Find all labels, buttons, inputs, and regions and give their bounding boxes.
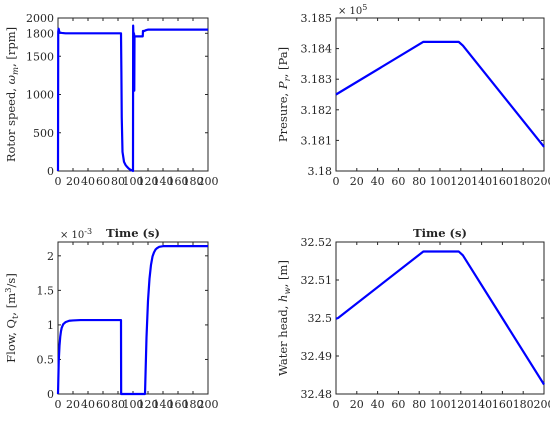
x-axis-title: Time (s) xyxy=(413,226,467,240)
x-tick-label: 180 xyxy=(513,398,534,411)
x-axis-title: Time (s) xyxy=(106,226,160,240)
axis-exponent-label: × 10-3 xyxy=(60,227,92,241)
y-tick-label: 32.52 xyxy=(301,236,333,249)
x-tick-label: 0 xyxy=(333,398,340,411)
x-tick-label: 100 xyxy=(430,175,451,188)
y-axis-title: Flow, Qt, [m3/s] xyxy=(4,273,21,363)
y-tick-label: 3.182 xyxy=(301,104,333,117)
x-tick-label: 140 xyxy=(471,398,492,411)
series-line xyxy=(56,245,208,396)
x-tick-label: 120 xyxy=(450,175,471,188)
series-line xyxy=(56,24,208,173)
x-tick-label: 40 xyxy=(371,175,385,188)
y-tick-label: 500 xyxy=(33,127,54,140)
x-tick-label: 200 xyxy=(534,398,550,411)
x-tick-label: 20 xyxy=(66,398,80,411)
x-tick-label: 20 xyxy=(66,175,80,188)
y-axis-title: Rotor speed, ωm, [rpm] xyxy=(4,27,21,162)
x-tick-label: 180 xyxy=(513,175,534,188)
x-tick-label: 100 xyxy=(430,398,451,411)
x-tick-label: 0 xyxy=(333,175,340,188)
y-tick-label: 32.49 xyxy=(301,350,333,363)
y-tick-label: 1500 xyxy=(26,50,54,63)
x-tick-label: 40 xyxy=(371,398,385,411)
y-axis-title: Presure, Pr, [Pa] xyxy=(276,47,293,142)
x-tick-label: 60 xyxy=(391,398,405,411)
x-tick-label: 60 xyxy=(96,398,110,411)
y-tick-label: 1 xyxy=(47,319,54,332)
x-tick-label: 80 xyxy=(412,398,426,411)
y-tick-label: 0 xyxy=(47,388,54,401)
x-tick-label: 200 xyxy=(534,175,550,188)
x-tick-label: 160 xyxy=(168,398,189,411)
x-tick-label: 200 xyxy=(198,398,219,411)
x-tick-label: 100 xyxy=(123,398,144,411)
x-tick-label: 120 xyxy=(450,398,471,411)
axis-exponent-label: × 105 xyxy=(338,3,367,17)
x-tick-label: 160 xyxy=(492,398,513,411)
y-tick-label: 3.184 xyxy=(301,43,333,56)
x-tick-label: 60 xyxy=(96,175,110,188)
y-tick-label: 32.48 xyxy=(301,388,333,401)
y-tick-label: 3.183 xyxy=(301,73,333,86)
x-tick-label: 120 xyxy=(138,175,159,188)
y-tick-label: 32.51 xyxy=(301,274,333,287)
y-tick-label: 3.185 xyxy=(301,12,333,25)
x-tick-label: 60 xyxy=(391,175,405,188)
y-axis-title: Water head, hw, [m] xyxy=(276,260,293,376)
y-tick-label: 2 xyxy=(47,250,54,263)
x-tick-label: 160 xyxy=(492,175,513,188)
y-tick-label: 0 xyxy=(47,165,54,178)
x-tick-label: 80 xyxy=(111,398,125,411)
y-tick-label: 32.5 xyxy=(308,312,333,325)
y-tick-label: 1000 xyxy=(26,89,54,102)
x-tick-label: 20 xyxy=(350,175,364,188)
x-tick-label: 40 xyxy=(81,398,95,411)
x-tick-label: 80 xyxy=(412,175,426,188)
x-tick-label: 200 xyxy=(198,175,219,188)
x-tick-label: 180 xyxy=(183,175,204,188)
y-tick-label: 3.181 xyxy=(301,134,333,147)
x-tick-label: 20 xyxy=(350,398,364,411)
x-tick-label: 100 xyxy=(123,175,144,188)
y-tick-label: 1.5 xyxy=(37,284,55,297)
y-tick-label: 2000 xyxy=(26,12,54,25)
x-tick-label: 80 xyxy=(111,175,125,188)
x-tick-label: 160 xyxy=(168,175,189,188)
x-tick-label: 0 xyxy=(55,175,62,188)
series-line xyxy=(335,250,545,386)
chart-panel-top-left: 0 20 40 60 801001201401601802000500100015001… xyxy=(4,12,219,240)
y-tick-label: 3.18 xyxy=(308,165,333,178)
x-tick-label: 140 xyxy=(153,398,174,411)
x-tick-label: 0 xyxy=(55,398,62,411)
y-tick-label: 1800 xyxy=(26,27,54,40)
x-tick-label: 140 xyxy=(153,175,174,188)
x-tick-label: 40 xyxy=(81,175,95,188)
x-tick-label: 140 xyxy=(471,175,492,188)
x-tick-label: 180 xyxy=(183,398,204,411)
y-tick-label: 0.5 xyxy=(37,353,55,366)
x-tick-label: 120 xyxy=(138,398,159,411)
series-line xyxy=(335,40,545,148)
